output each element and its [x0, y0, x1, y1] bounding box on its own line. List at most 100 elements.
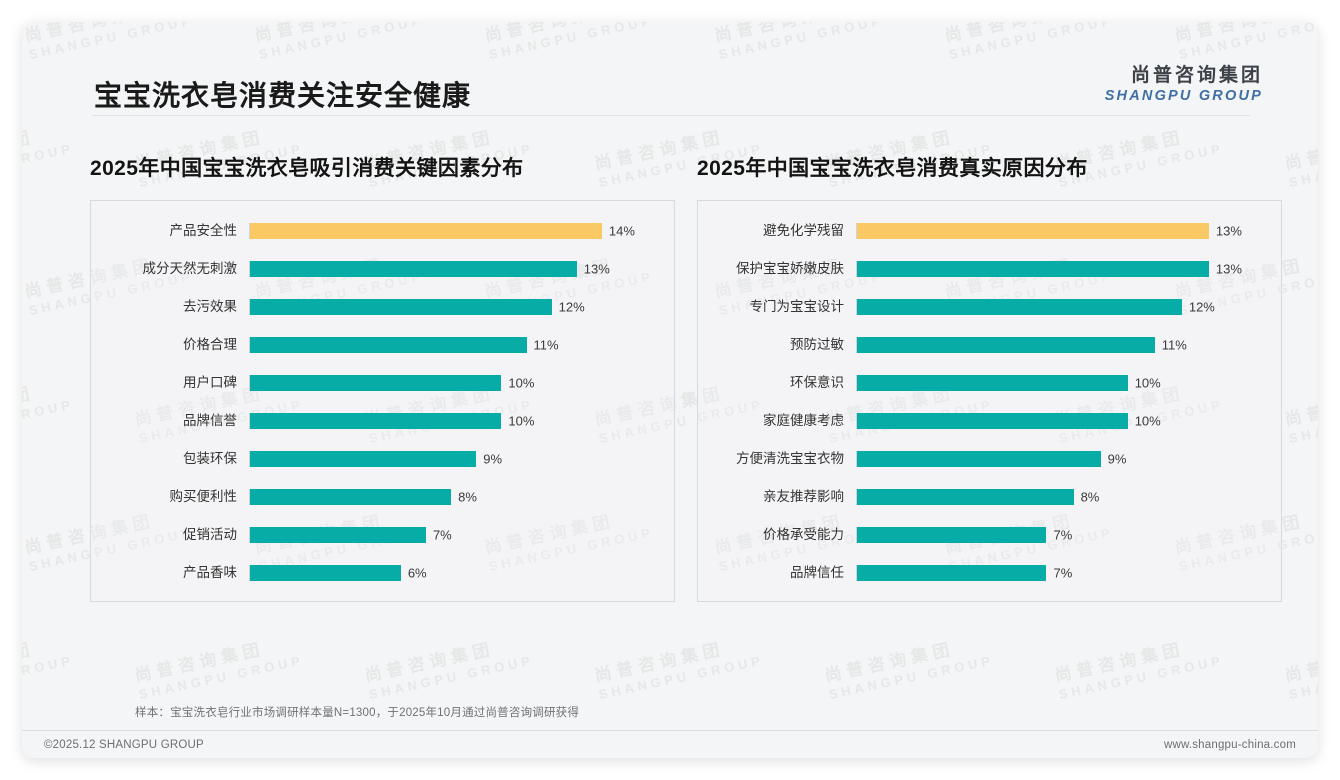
bar-value-label: 13% — [1215, 261, 1242, 277]
bar-category-label: 环保意识 — [790, 375, 844, 391]
charts-row: 2025年中国宝宝洗衣皂吸引消费关键因素分布 产品安全性 14% 成分天然无刺激 13… — [22, 152, 1318, 672]
bar-value-label: 7% — [432, 527, 452, 543]
bar-value-label: 8% — [458, 489, 477, 505]
bar-row[interactable]: 专门为宝宝设计 12% — [698, 299, 1281, 315]
bar-track: 10% — [249, 375, 674, 391]
bar-value-label: 12% — [1188, 299, 1215, 315]
bar-value-label: 8% — [1080, 489, 1100, 505]
bar-fill[interactable] — [250, 565, 401, 581]
header-divider — [92, 115, 1250, 116]
bar-track: 7% — [856, 527, 1281, 543]
bar-category-label: 方便清洗宝宝衣物 — [736, 451, 844, 467]
bar-fill[interactable] — [857, 223, 1209, 239]
bar-fill[interactable] — [250, 527, 426, 543]
bar-row[interactable]: 购买便利性 8% — [91, 489, 674, 505]
slide-header: 宝宝洗衣皂消费关注安全健康 尚普咨询集团 SHANGPU GROUP — [22, 22, 1318, 112]
bar-row[interactable]: 品牌信誉 10% — [91, 413, 674, 429]
bar-track: 8% — [249, 489, 674, 505]
bar-row[interactable]: 保护宝宝娇嫩皮肤 13% — [698, 261, 1281, 277]
bar-category-label: 亲友推荐影响 — [763, 489, 844, 505]
bar-fill[interactable] — [857, 375, 1128, 391]
bar-fill[interactable] — [857, 527, 1047, 543]
bar-track: 6% — [249, 565, 674, 581]
bar-row[interactable]: 去污效果 12% — [91, 299, 674, 315]
bar-category-label: 促销活动 — [183, 527, 237, 543]
bar-category-label: 价格合理 — [183, 337, 237, 353]
bar-row[interactable]: 产品安全性 14% — [91, 223, 674, 239]
footer-divider — [22, 730, 1318, 731]
bar-row[interactable]: 包装环保 9% — [91, 451, 674, 467]
bar-value-label: 9% — [483, 451, 503, 467]
bar-value-label: 12% — [558, 299, 585, 315]
bar-category-label: 用户口碑 — [183, 375, 237, 391]
bar-value-label: 10% — [1134, 375, 1161, 391]
bar-track: 7% — [249, 527, 674, 543]
bar-fill[interactable] — [857, 413, 1128, 429]
bar-row[interactable]: 促销活动 7% — [91, 527, 674, 543]
bar-row[interactable]: 品牌信任 7% — [698, 565, 1281, 581]
bar-track: 11% — [856, 337, 1281, 353]
chart-plot-area-left: 产品安全性 14% 成分天然无刺激 13% 去污效果 12% 价格合理 11% 用户口碑 10% 品… — [90, 200, 675, 602]
bar-value-label: 13% — [1215, 223, 1242, 239]
bar-row[interactable]: 预防过敏 11% — [698, 337, 1281, 353]
bar-track: 13% — [856, 223, 1281, 239]
bar-row[interactable]: 用户口碑 10% — [91, 375, 674, 391]
bar-fill[interactable] — [250, 413, 502, 429]
chart-title-left: 2025年中国宝宝洗衣皂吸引消费关键因素分布 — [90, 157, 524, 180]
logo-english-text: SHANGPU GROUP — [1104, 87, 1263, 104]
bar-fill[interactable] — [857, 489, 1074, 505]
bar-category-label: 购买便利性 — [169, 489, 238, 505]
bar-category-label: 产品香味 — [183, 565, 237, 581]
bar-value-label: 10% — [1134, 413, 1161, 429]
bar-value-label: 10% — [508, 375, 535, 391]
bar-value-label: 10% — [508, 413, 535, 429]
chart-plot-area-right: 避免化学残留 13% 保护宝宝娇嫩皮肤 13% 专门为宝宝设计 12% 预防过敏 11% 环保意… — [697, 200, 1282, 602]
bar-fill[interactable] — [857, 451, 1101, 467]
bar-fill[interactable] — [857, 261, 1209, 277]
bar-category-label: 专门为宝宝设计 — [749, 299, 845, 315]
bar-row[interactable]: 避免化学残留 13% — [698, 223, 1281, 239]
website-url[interactable]: www.shangpu-china.com — [1163, 739, 1296, 751]
bar-value-label: 11% — [533, 337, 559, 353]
bar-track: 7% — [856, 565, 1281, 581]
bar-fill[interactable] — [250, 261, 577, 277]
bar-value-label: 14% — [608, 223, 635, 239]
bar-track: 9% — [249, 451, 674, 467]
bar-row[interactable]: 成分天然无刺激 13% — [91, 261, 674, 277]
bar-category-label: 家庭健康考虑 — [763, 413, 844, 429]
bar-fill[interactable] — [250, 375, 502, 391]
bar-track: 12% — [856, 299, 1281, 315]
bar-fill[interactable] — [250, 489, 452, 505]
bar-row[interactable]: 价格合理 11% — [91, 337, 674, 353]
bar-fill[interactable] — [250, 223, 602, 239]
bar-category-label: 品牌信任 — [790, 565, 844, 581]
bar-value-label: 13% — [583, 261, 610, 277]
bar-fill[interactable] — [857, 565, 1047, 581]
bar-track: 13% — [856, 261, 1281, 277]
bar-fill[interactable] — [250, 337, 527, 353]
bar-track: 10% — [856, 413, 1281, 429]
bar-row[interactable]: 价格承受能力 7% — [698, 527, 1281, 543]
bar-category-label: 品牌信誉 — [183, 413, 237, 429]
bar-track: 10% — [856, 375, 1281, 391]
bar-category-label: 成分天然无刺激 — [142, 261, 238, 277]
bar-fill[interactable] — [857, 299, 1182, 315]
bar-track: 13% — [249, 261, 674, 277]
sample-footnote: 样本：宝宝洗衣皂行业市场调研样本量N=1300，于2025年10月通过尚普咨询调… — [135, 707, 580, 719]
bar-list-left: 产品安全性 14% 成分天然无刺激 13% 去污效果 12% 价格合理 11% 用户口碑 10% 品… — [91, 223, 674, 581]
bar-track: 8% — [856, 489, 1281, 505]
bar-row[interactable]: 产品香味 6% — [91, 565, 674, 581]
bar-fill[interactable] — [857, 337, 1155, 353]
bar-row[interactable]: 亲友推荐影响 8% — [698, 489, 1281, 505]
bar-fill[interactable] — [250, 451, 477, 467]
bar-track: 11% — [249, 337, 674, 353]
bar-fill[interactable] — [250, 299, 552, 315]
bar-track: 14% — [249, 223, 674, 239]
bar-row[interactable]: 方便清洗宝宝衣物 9% — [698, 451, 1281, 467]
copyright-text: ©2025.12 SHANGPU GROUP — [44, 739, 204, 751]
bar-category-label: 产品安全性 — [169, 223, 238, 239]
bar-row[interactable]: 环保意识 10% — [698, 375, 1281, 391]
bar-value-label: 9% — [1107, 451, 1127, 467]
bar-category-label: 保护宝宝娇嫩皮肤 — [736, 261, 844, 277]
bar-row[interactable]: 家庭健康考虑 10% — [698, 413, 1281, 429]
